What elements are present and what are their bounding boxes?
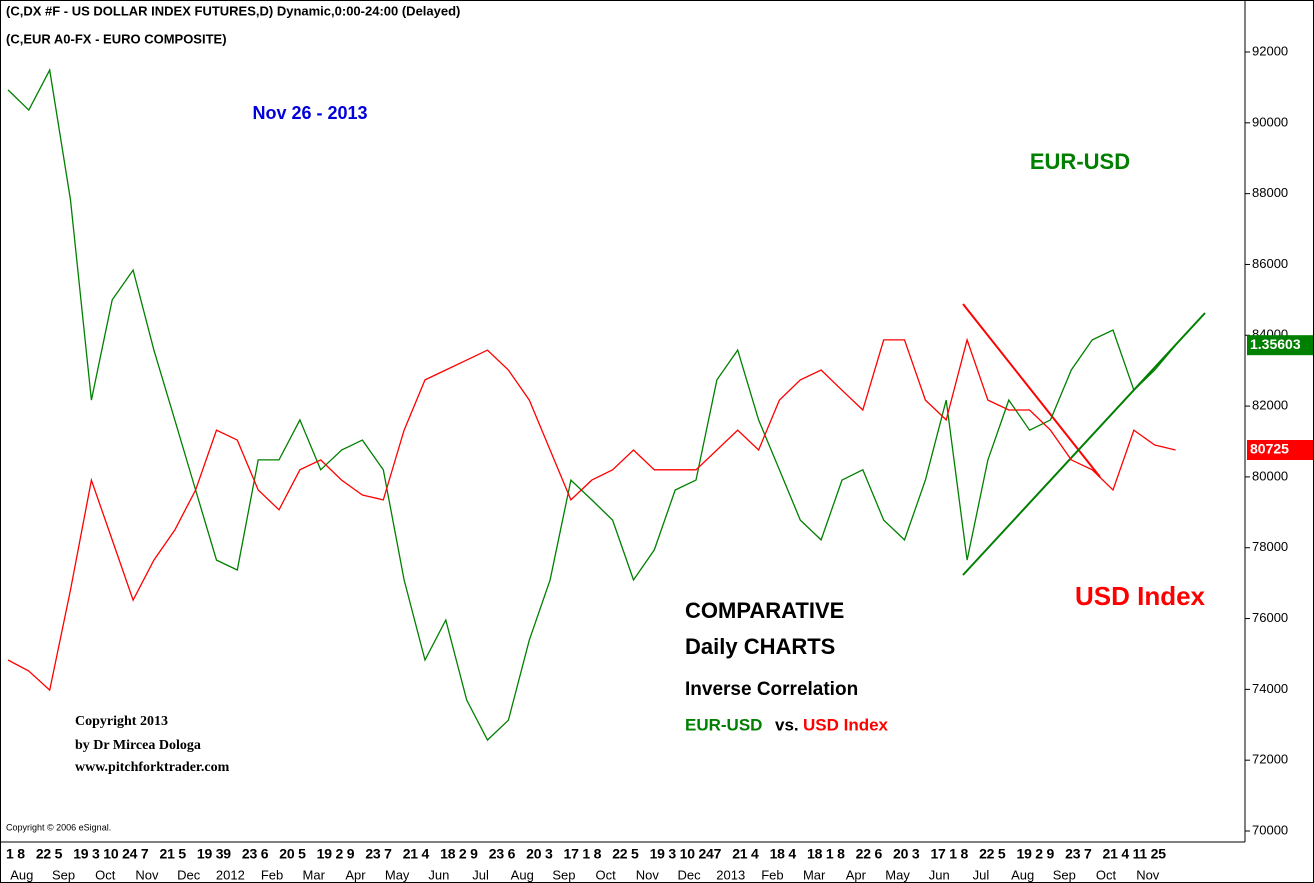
y-tick-label: 80000: [1252, 468, 1288, 483]
y-tick-label: 78000: [1252, 539, 1288, 554]
last-value-box: [1247, 439, 1313, 460]
x-tick-label: Jul: [472, 867, 489, 882]
series-line: [7, 68, 1177, 742]
x-tick-label: Sep: [52, 867, 75, 882]
legend-a: EUR-USD: [685, 715, 762, 734]
usd-label: USD Index: [1075, 581, 1206, 611]
y-tick-label: 90000: [1252, 114, 1288, 129]
title: COMPARATIVE: [685, 598, 844, 623]
last-value-label: 1.35603: [1250, 336, 1301, 352]
header: (C,EUR A0-FX - EURO COMPOSITE): [6, 31, 227, 46]
x-tick-label: Oct: [596, 867, 617, 882]
legend-b: USD Index: [803, 715, 889, 734]
x-tick-label: Mar: [303, 867, 326, 882]
x-tick-label: May: [885, 867, 910, 882]
x-tick-label: Oct: [95, 867, 116, 882]
x-tick-label: Aug: [511, 867, 534, 882]
last-value-label: 80725: [1250, 441, 1289, 457]
y-tick-label: 76000: [1252, 610, 1288, 625]
x-tick-label: Nov: [135, 867, 159, 882]
title: Daily CHARTS: [685, 634, 835, 659]
header: (C,DX #F - US DOLLAR INDEX FUTURES,D) Dy…: [6, 3, 460, 18]
y-tick-label: 74000: [1252, 681, 1288, 696]
x-tick-label: Dec: [677, 867, 701, 882]
last-value-box: [1247, 335, 1313, 356]
x-tick-label: May: [385, 867, 410, 882]
x-tick-label: Jun: [929, 867, 950, 882]
date-note: Nov 26 - 2013: [252, 103, 367, 123]
trendline: [962, 303, 1101, 478]
x-tick-label: Apr: [846, 867, 867, 882]
legend-vs: vs.: [775, 715, 799, 734]
x-tick-label: Jul: [973, 867, 990, 882]
x-tick-label: Jun: [428, 867, 449, 882]
copyright: by Dr Mircea Dologa: [75, 738, 201, 753]
y-tick-label: 86000: [1252, 256, 1288, 271]
x-tick-label: 2012: [216, 867, 245, 882]
x-tick-label: Dec: [177, 867, 201, 882]
x-tick-label: Oct: [1096, 867, 1117, 882]
x-tick-label: Mar: [803, 867, 826, 882]
x-tick-label: Aug: [10, 867, 33, 882]
y-tick-label: 70000: [1252, 822, 1288, 837]
x-tick-label: Aug: [1011, 867, 1034, 882]
x-tick-label: Nov: [1136, 867, 1160, 882]
x-tick-label: Nov: [636, 867, 660, 882]
x-tick-label: Sep: [552, 867, 575, 882]
x-tick-label: Feb: [761, 867, 783, 882]
copyright: Copyright 2013: [75, 714, 168, 729]
eur-label: EUR-USD: [1030, 149, 1130, 174]
x-tick-label: Sep: [1053, 867, 1076, 882]
copyright: www.pitchforktrader.com: [75, 760, 230, 775]
esignal: Copyright © 2006 eSignal.: [6, 822, 111, 832]
x-day-labels: 1 8 22 5 19 3 10 24 7 21 5 19 39 23 6 20…: [6, 846, 1166, 862]
y-tick-label: 82000: [1252, 398, 1288, 413]
x-tick-label: Feb: [261, 867, 283, 882]
y-tick-label: 88000: [1252, 185, 1288, 200]
y-tick-label: 92000: [1252, 43, 1288, 58]
x-tick-label: Apr: [345, 867, 366, 882]
subtitle: Inverse Correlation: [685, 679, 858, 700]
series-line: [7, 337, 1176, 692]
y-tick-label: 72000: [1252, 752, 1288, 767]
trendline: [962, 312, 1206, 576]
x-tick-label: 2013: [716, 867, 745, 882]
